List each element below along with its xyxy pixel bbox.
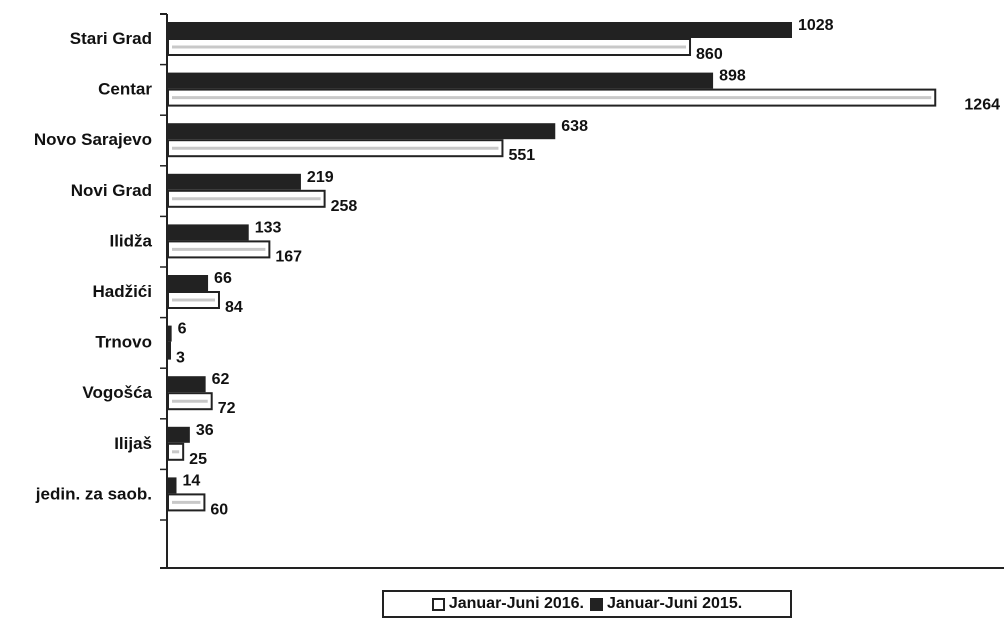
bar-2015	[168, 224, 249, 241]
legend-label-2015: Januar-Juni 2015.	[607, 595, 743, 612]
value-label-2015: 14	[182, 472, 200, 489]
category-label: Novi Grad	[71, 181, 152, 200]
category-label: Centar	[98, 80, 152, 99]
bar-2015	[168, 123, 556, 140]
legend: Januar-Juni 2016. Januar-Juni 2015.	[382, 590, 792, 618]
bar-2015	[168, 173, 301, 190]
category-label: Vogošća	[82, 383, 152, 402]
value-label-2016: 1264	[964, 97, 1000, 114]
value-label-2015: 66	[214, 270, 232, 287]
legend-swatch-light	[431, 597, 445, 611]
bar-2015	[168, 325, 172, 342]
bar-2016	[167, 341, 171, 360]
value-label-2015: 6	[178, 321, 187, 338]
legend-item-2015: Januar-Juni 2015.	[590, 595, 742, 613]
category-label: Novo Sarajevo	[34, 130, 152, 149]
labels-group: Stari Grad 1028 860 Centar 898 1264 Novo Saraj…	[34, 17, 1000, 521]
value-label-2016: 3	[176, 350, 185, 367]
category-label: jedin. za saob.	[35, 484, 152, 503]
bar-2015	[168, 376, 206, 393]
value-label-2016: 860	[696, 46, 723, 63]
value-label-2016: 60	[210, 501, 228, 518]
value-label-2015: 62	[212, 371, 230, 388]
category-label: Ilidža	[109, 231, 152, 250]
bar-2015	[168, 426, 190, 443]
category-label: Ilijaš	[114, 434, 152, 453]
value-label-2016: 551	[508, 147, 535, 164]
bar-2015	[168, 477, 177, 494]
bar-2015	[168, 72, 714, 89]
value-label-2016: 72	[218, 400, 236, 417]
bars-group	[167, 22, 937, 512]
value-label-2015: 1028	[798, 17, 834, 34]
value-label-2015: 219	[307, 169, 334, 186]
value-label-2015: 133	[255, 219, 282, 236]
category-label: Stari Grad	[70, 29, 152, 48]
value-label-2016: 258	[331, 198, 358, 215]
value-label-2016: 167	[275, 248, 302, 265]
bar-2015	[168, 22, 792, 38]
legend-swatch-dark	[590, 597, 603, 611]
value-label-2015: 898	[719, 68, 746, 85]
category-label: Hadžići	[92, 282, 152, 301]
value-label-2015: 36	[196, 422, 214, 439]
legend-item-2016: Januar-Juni 2016.	[431, 595, 584, 613]
value-label-2016: 25	[189, 451, 207, 468]
bar-2015	[168, 275, 209, 291]
value-label-2016: 84	[225, 299, 243, 316]
legend-label-2016: Januar-Juni 2016.	[448, 595, 584, 612]
value-label-2015: 638	[561, 118, 588, 135]
category-label: Trnovo	[95, 333, 152, 352]
